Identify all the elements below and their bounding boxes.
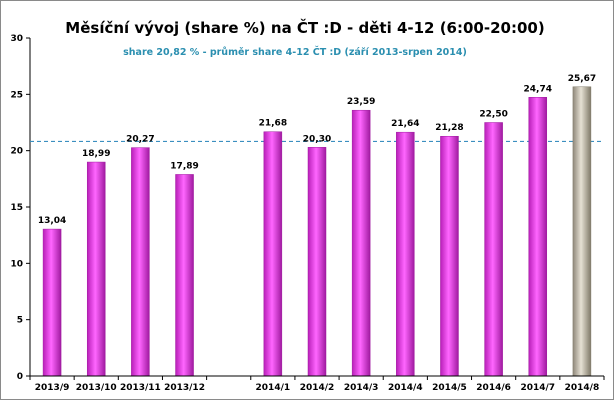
x-tick-label: 2013/9	[35, 383, 70, 393]
x-tick-label: 2013/12	[164, 383, 205, 393]
chart-title: Měsíční vývoj (share %) na ČT :D - děti …	[65, 18, 544, 37]
x-tick-label: 2014/2	[300, 383, 335, 393]
x-tick-label: 2013/10	[76, 383, 117, 393]
bar	[351, 109, 371, 377]
x-tick-label: 2014/4	[388, 383, 423, 393]
bar	[396, 131, 415, 377]
x-tick-label: 2014/5	[432, 383, 467, 393]
y-tick-label: 30	[10, 34, 23, 44]
bar	[484, 122, 503, 377]
bar-value-label: 21,28	[435, 123, 463, 133]
x-tick-label: 2014/8	[565, 383, 600, 393]
bar-value-label: 24,74	[524, 84, 552, 94]
bar	[572, 86, 592, 377]
x-tick-label: 2014/6	[476, 383, 511, 393]
bar	[131, 147, 150, 377]
bar-value-label: 25,67	[568, 74, 596, 84]
reference-line-label: share 20,82 % - průměr share 4-12 ČT :D …	[123, 46, 467, 58]
bars: 13,04 18,99 20,27 17,89 21,68 20,30 23,59 21,64…	[38, 74, 596, 377]
bar-value-label: 20,30	[303, 134, 331, 144]
y-tick-label: 0	[17, 372, 23, 382]
y-tick-label: 20	[10, 147, 23, 157]
bar	[307, 147, 327, 377]
bar	[263, 131, 283, 377]
x-tick-label: 2013/11	[120, 383, 161, 393]
x-tick-label: 2014/7	[520, 383, 555, 393]
bar-value-label: 22,50	[479, 110, 507, 120]
bar-value-label: 20,27	[126, 135, 154, 145]
bar	[42, 228, 62, 377]
x-tick-label: 2014/1	[256, 383, 291, 393]
bar-value-label: 18,99	[82, 149, 110, 159]
bar-value-label: 13,04	[38, 216, 66, 226]
bar	[86, 161, 106, 377]
y-axis: 0 5 10 15 20 25 30	[10, 34, 31, 382]
x-tick-label: 2014/3	[344, 383, 379, 393]
bar	[440, 135, 459, 377]
x-axis: 2013/9 2013/10 2013/11 2013/12 2014/1 2014/2 2…	[29, 375, 605, 393]
bar	[528, 97, 548, 377]
y-tick-label: 25	[10, 90, 23, 100]
y-tick-label: 15	[10, 203, 23, 213]
bar-value-label: 17,89	[170, 161, 198, 171]
bar-value-label: 21,68	[259, 119, 287, 129]
bar-value-label: 21,64	[391, 119, 419, 129]
bar	[175, 174, 194, 377]
y-tick-label: 10	[10, 259, 23, 269]
y-tick-label: 5	[17, 316, 23, 326]
bar-value-label: 23,59	[347, 97, 375, 107]
